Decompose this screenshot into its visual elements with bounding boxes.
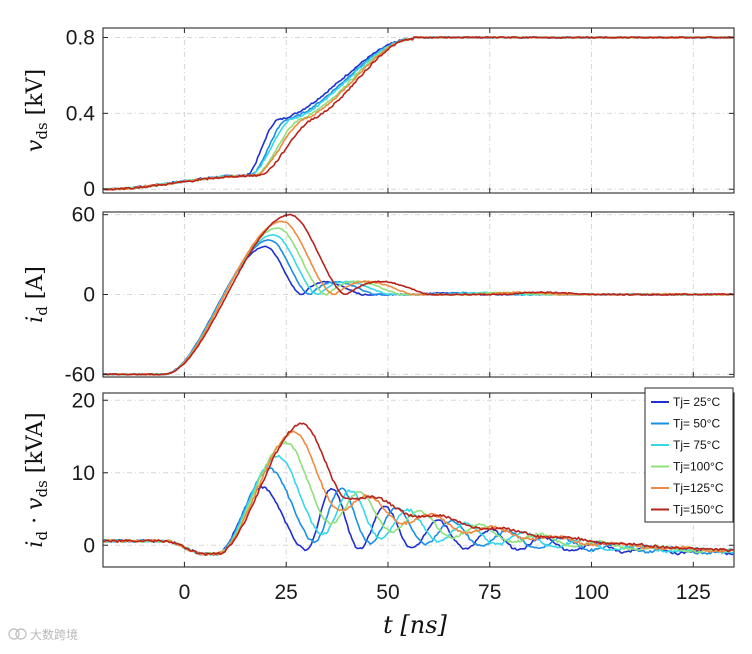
y-tick-label: 60 bbox=[72, 204, 95, 227]
y-tick-label: -60 bbox=[65, 363, 95, 386]
x-tick-label: 0 bbox=[179, 581, 191, 604]
x-axis-label: t [ns] bbox=[383, 611, 447, 639]
panel-vds: 0 0.4 0.8 vds [kV] bbox=[23, 26, 735, 201]
legend-entry: Tj= 75°C bbox=[673, 438, 720, 452]
plot-frame bbox=[102, 392, 735, 568]
x-tick-label: 25 bbox=[275, 581, 298, 604]
x-tick-label: 75 bbox=[478, 581, 501, 604]
y-axis-label-id: id [A] bbox=[23, 266, 51, 323]
x-tick-labels: 0 25 50 75 100 125 bbox=[179, 581, 711, 604]
y-tick-label: 0 bbox=[83, 178, 95, 201]
plot-area bbox=[103, 393, 734, 567]
y-tick-label: 20 bbox=[72, 389, 95, 412]
x-tick-label: 125 bbox=[676, 581, 711, 604]
y-tick-label: 0.8 bbox=[66, 26, 95, 49]
panels-group: 0 0.4 0.8 vds [kV] -60 0 60 id [A] 0 10 20 id · vds… bbox=[23, 26, 735, 568]
watermark: 大数跨境 bbox=[8, 627, 78, 642]
y-tick-label: 0 bbox=[83, 284, 95, 307]
y-tick-label: 0.4 bbox=[66, 102, 96, 125]
x-tick-label: 50 bbox=[376, 581, 399, 604]
watermark-text: 大数跨境 bbox=[30, 627, 78, 642]
watermark-logo-icon bbox=[8, 628, 27, 640]
series-line-vds-5 bbox=[102, 36, 734, 191]
series-line-power-5 bbox=[102, 422, 734, 556]
y-tick-label: 10 bbox=[72, 462, 95, 485]
series-line-id-5 bbox=[102, 213, 734, 376]
y-axis-label-vds: vds [kV] bbox=[23, 69, 51, 152]
legend-entry: Tj=150°C bbox=[673, 503, 724, 517]
legend-entry: Tj=125°C bbox=[673, 481, 724, 495]
legend-box bbox=[644, 387, 734, 523]
panel-power: 0 10 20 id · vds [kVA] bbox=[23, 389, 735, 568]
plot-frame bbox=[102, 27, 735, 194]
x-tick-label: 100 bbox=[574, 581, 609, 604]
panel-id: -60 0 60 id [A] bbox=[23, 204, 735, 386]
legend-entry: Tj=100°C bbox=[673, 460, 724, 474]
legend-entry: Tj= 25°C bbox=[673, 395, 720, 409]
legend: Tj= 25°C Tj= 50°C Tj= 75°C Tj=100°C Tj=125°C… bbox=[644, 387, 734, 523]
plot-area bbox=[103, 28, 734, 193]
legend-entry: Tj= 50°C bbox=[673, 417, 720, 431]
y-tick-label: 0 bbox=[83, 534, 95, 557]
y-axis-label-power: id · vds [kVA] bbox=[23, 412, 51, 547]
